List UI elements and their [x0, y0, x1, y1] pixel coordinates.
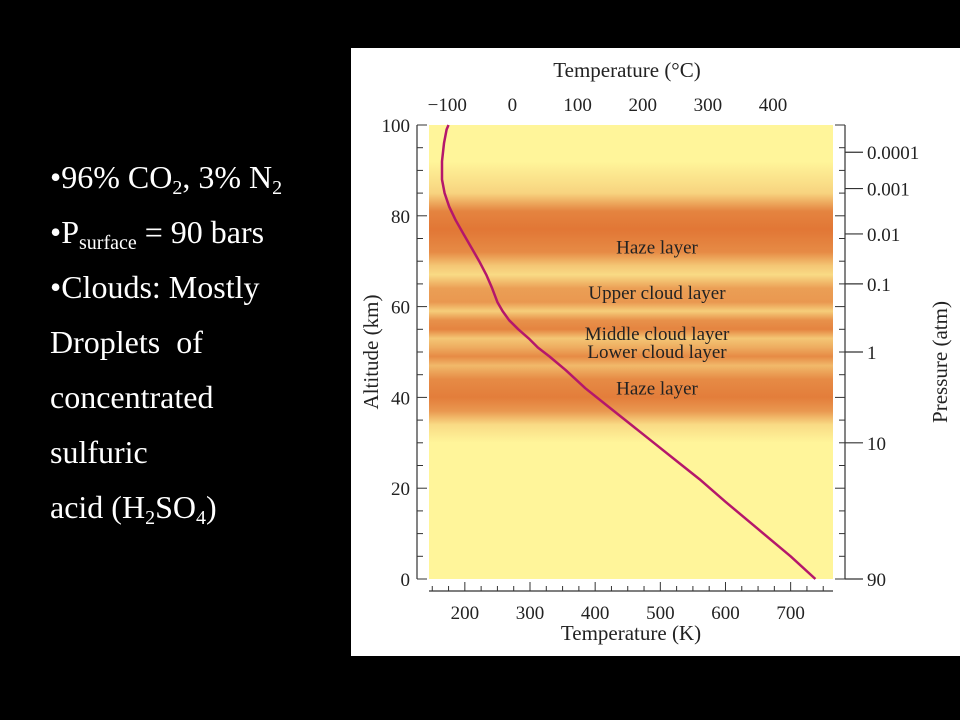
top-axis-title: Temperature (°C): [553, 58, 700, 82]
text-droplets: Droplets of: [50, 324, 203, 360]
cloud-bands: [429, 125, 833, 579]
bullet-list: •96% CO2, 3% N2 •Psurface = 90 bars •Clo…: [50, 150, 282, 535]
text-acid: acid (H2SO4): [50, 489, 217, 529]
y-tick-label: 0: [401, 570, 411, 591]
x-tick-label: 400: [581, 603, 610, 624]
pressure-tick-label: 0.0001: [867, 143, 919, 164]
x-tick-label: 500: [646, 603, 675, 624]
y-tick-label: 40: [391, 388, 410, 409]
pressure-tick-label: 10: [867, 434, 886, 455]
pressure-tick-label: 90: [867, 570, 886, 591]
band-label: Upper cloud layer: [588, 283, 726, 304]
pressure-tick-label: 0.1: [867, 275, 891, 296]
venus-atmosphere-chart: Haze layer Upper cloud layer Middle cloud …: [359, 58, 952, 645]
band-label: Middle cloud layer: [585, 324, 730, 345]
band-labels: Haze layer Upper cloud layer Middle cloud …: [585, 238, 730, 400]
band-label: Lower cloud layer: [587, 342, 727, 363]
top-tick-label: −100: [428, 95, 467, 116]
y-tick-label: 100: [382, 116, 411, 137]
chart-panel: Haze layer Upper cloud layer Middle cloud …: [351, 48, 960, 656]
bullet-composition: •96% CO2, 3% N2: [50, 159, 283, 199]
x-tick-label: 700: [776, 603, 805, 624]
left-axis-title: Altitude (km): [359, 295, 383, 410]
pressure-tick-label: 0.01: [867, 225, 900, 246]
x-tick-label: 600: [711, 603, 740, 624]
bullet-pressure: •Psurface = 90 bars: [50, 214, 265, 254]
band-label: Haze layer: [616, 238, 698, 259]
top-tick-label: 0: [508, 95, 518, 116]
pressure-tick-label: 1: [867, 343, 877, 364]
right-axis-title: Pressure (atm): [928, 301, 952, 423]
bullet-clouds: •Clouds: Mostly: [50, 269, 260, 305]
y-tick-label: 20: [391, 479, 410, 500]
top-tick-label: 300: [694, 95, 723, 116]
top-tick-label: 100: [563, 95, 592, 116]
text-concentrated: concentrated: [50, 379, 214, 415]
band-label: Haze layer: [616, 378, 698, 399]
top-tick-label: 200: [628, 95, 657, 116]
temperature-curve: [440, 124, 817, 580]
y-tick-label: 60: [391, 298, 410, 319]
axes: 0 20 40 60 80 100 200 300 400 500 600 700 −100 0 100 20…: [382, 95, 920, 624]
text-sulfuric: sulfuric: [50, 434, 148, 470]
x-tick-label: 200: [451, 603, 480, 624]
top-tick-label: 400: [759, 95, 788, 116]
pressure-tick-label: 0.001: [867, 180, 910, 201]
x-tick-label: 300: [516, 603, 545, 624]
y-tick-label: 80: [391, 207, 410, 228]
bottom-axis-title: Temperature (K): [561, 621, 701, 645]
